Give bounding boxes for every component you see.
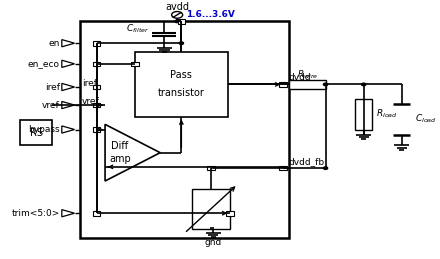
Text: $C_{load}$: $C_{load}$	[414, 113, 436, 125]
Text: bypass: bypass	[28, 125, 60, 134]
Bar	[93, 211, 100, 215]
Text: $C_{filter}$: $C_{filter}$	[126, 22, 150, 35]
Circle shape	[179, 42, 183, 45]
Text: dvdd: dvdd	[288, 74, 311, 82]
Bar	[279, 82, 287, 87]
Text: iref: iref	[45, 83, 60, 91]
Circle shape	[362, 83, 366, 86]
Text: dvdd_fb: dvdd_fb	[288, 157, 324, 166]
Bar	[93, 127, 100, 132]
Bar	[93, 85, 100, 89]
Text: transistor: transistor	[158, 88, 205, 98]
Circle shape	[323, 167, 328, 169]
Bar	[135, 52, 228, 117]
Text: trim<5:0>: trim<5:0>	[11, 209, 60, 218]
Text: avdd: avdd	[165, 2, 189, 12]
Text: Pass: Pass	[170, 70, 192, 80]
Text: en_eco: en_eco	[28, 59, 60, 68]
Bar	[20, 120, 52, 145]
Bar	[93, 103, 100, 107]
Text: $R_{wire}$: $R_{wire}$	[297, 68, 318, 81]
Text: en: en	[48, 39, 60, 48]
Bar	[207, 166, 215, 170]
Bar	[80, 21, 290, 238]
Bar	[192, 189, 230, 229]
Bar	[355, 99, 372, 130]
Text: $R_{load}$: $R_{load}$	[376, 108, 397, 120]
Text: iref: iref	[82, 79, 97, 88]
Bar	[93, 41, 100, 46]
Bar	[279, 166, 287, 170]
Bar	[178, 19, 185, 24]
Text: vref: vref	[82, 97, 99, 106]
Text: amp: amp	[109, 154, 131, 164]
Bar	[290, 80, 326, 89]
Bar	[131, 61, 139, 66]
Bar	[93, 61, 100, 66]
Text: Diff: Diff	[111, 141, 128, 151]
Text: 1.6...3.6V: 1.6...3.6V	[186, 10, 235, 19]
Bar	[226, 211, 234, 215]
Circle shape	[175, 20, 179, 23]
Text: RS: RS	[29, 128, 43, 138]
Text: gnd: gnd	[205, 238, 222, 247]
Text: vref: vref	[42, 100, 60, 110]
Circle shape	[323, 83, 328, 86]
